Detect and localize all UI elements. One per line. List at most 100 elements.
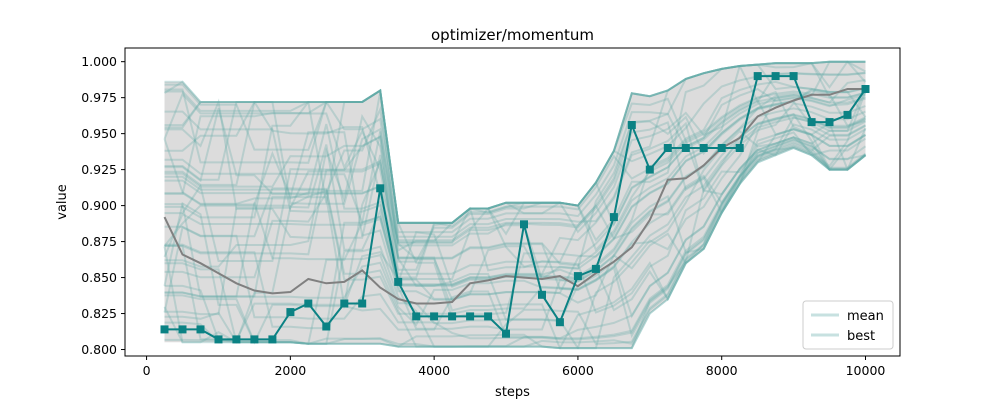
- best-point: [681, 144, 690, 152]
- best-line-layer: [160, 72, 870, 344]
- legend-best-label: best: [847, 329, 875, 344]
- trial-line: [164, 90, 867, 268]
- range-band-layer: [164, 61, 866, 349]
- best-point: [160, 325, 169, 334]
- trial-line: [164, 128, 867, 350]
- trial-line: [164, 60, 866, 342]
- best-point: [520, 220, 528, 229]
- trial-line: [164, 145, 867, 348]
- trial-line: [164, 80, 867, 227]
- trial-line: [164, 79, 866, 310]
- best-point: [376, 184, 385, 193]
- trial-line: [164, 146, 867, 348]
- trial-line: [164, 60, 866, 238]
- y-tick-label: 0.800: [81, 342, 117, 357]
- best-point: [286, 308, 295, 317]
- legend-box: [802, 300, 894, 350]
- best-point: [196, 325, 205, 334]
- x-tick-label: 8000: [706, 363, 738, 378]
- best-point: [627, 121, 636, 129]
- best-point: [178, 325, 187, 334]
- x-axis-label: steps: [495, 385, 530, 400]
- trial-line: [164, 144, 867, 350]
- best-point: [304, 299, 313, 308]
- trial-line: [164, 88, 866, 228]
- plot-area: [160, 60, 870, 350]
- trial-line: [164, 90, 867, 348]
- y-tick-label: 0.975: [81, 90, 117, 105]
- best-point: [591, 264, 600, 273]
- best-point: [340, 299, 349, 308]
- best-point: [753, 72, 762, 81]
- trial-line: [164, 87, 866, 301]
- best-point: [268, 335, 277, 344]
- y-axis-label: value: [55, 184, 70, 220]
- range-band: [164, 61, 866, 349]
- trial-line: [163, 72, 866, 224]
- best-line: [164, 75, 867, 341]
- trial-line: [164, 63, 866, 224]
- trial-line: [164, 89, 866, 304]
- best-point: [466, 312, 475, 321]
- best-point: [448, 312, 457, 321]
- trial-line: [163, 86, 867, 350]
- y-tick-label: 0.875: [81, 234, 117, 249]
- trial-line: [164, 141, 867, 315]
- best-point: [789, 72, 798, 81]
- best-point: [502, 329, 510, 338]
- x-tick-label: 6000: [562, 363, 594, 378]
- y-tick-label: 0.950: [81, 126, 117, 141]
- legend: mean best: [802, 300, 894, 350]
- best-point: [573, 272, 582, 281]
- best-point: [609, 213, 618, 222]
- trial-line: [163, 60, 866, 263]
- x-tick-label: 10000: [846, 363, 886, 378]
- y-tick-label: 0.925: [81, 162, 117, 177]
- x-tick-label: 2000: [274, 363, 306, 378]
- trial-line: [164, 110, 867, 283]
- trial-line: [163, 116, 866, 345]
- y-tick-label: 0.825: [81, 306, 117, 321]
- best-point: [214, 335, 223, 344]
- best-point: [717, 144, 726, 152]
- best-point: [232, 335, 241, 344]
- trial-line: [164, 138, 867, 350]
- best-point: [771, 72, 780, 81]
- best-point: [250, 335, 259, 344]
- y-tick-label: 0.850: [81, 270, 117, 285]
- best-point: [538, 290, 546, 299]
- best-point: [430, 312, 439, 321]
- x-tick-label: 0: [143, 363, 151, 378]
- y-tick-label: 0.900: [81, 198, 117, 213]
- legend-mean-label: mean: [847, 309, 884, 324]
- best-point: [484, 312, 493, 321]
- best-point: [358, 299, 367, 308]
- trial-line: [163, 64, 866, 234]
- trial-line: [164, 62, 866, 279]
- best-point: [663, 144, 672, 152]
- best-point: [861, 85, 870, 93]
- x-axis-ticks: 0 2000 4000 6000 8000 10000: [143, 356, 886, 378]
- best-point: [825, 118, 834, 127]
- trial-line: [164, 97, 867, 345]
- chart-title: optimizer/momentum: [431, 26, 594, 44]
- best-point: [735, 144, 744, 152]
- best-point: [555, 318, 564, 327]
- trial-line: [164, 60, 866, 236]
- best-point: [394, 277, 403, 286]
- trial-line: [164, 113, 866, 341]
- trial-line: [163, 114, 866, 350]
- x-tick-label: 4000: [418, 363, 450, 378]
- trial-line: [164, 124, 866, 339]
- trial-line: [164, 112, 867, 247]
- trial-line: [164, 60, 867, 242]
- trial-line: [164, 131, 867, 350]
- plot-frame: [124, 47, 901, 357]
- y-axis-ticks: 0.800 0.825 0.850 0.875 0.900 0.925 0.950 0.975…: [81, 54, 125, 357]
- trial-line: [163, 91, 867, 323]
- trial-line: [164, 60, 866, 243]
- best-point: [412, 312, 421, 321]
- best-point: [807, 118, 816, 127]
- trial-line: [164, 134, 867, 279]
